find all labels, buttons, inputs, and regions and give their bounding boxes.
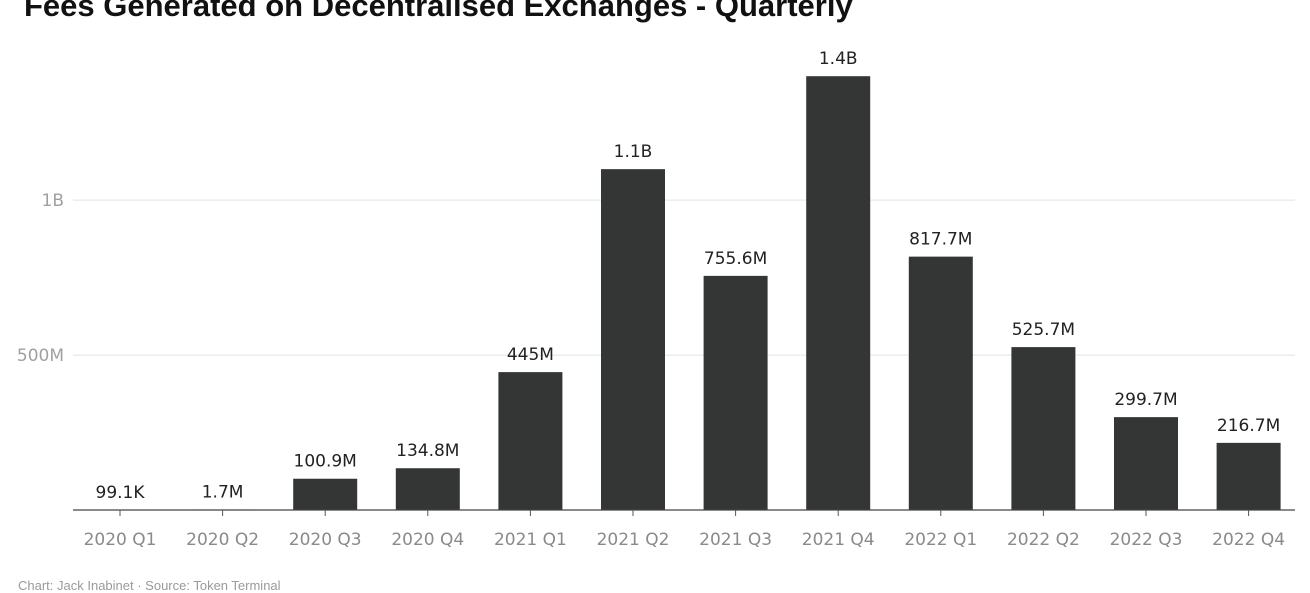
- x-axis: 2020 Q1 2020 Q2 2020 Q3 2020 Q4 2021 Q1 2021 …: [73, 510, 1295, 550]
- x-tick-label: 2022 Q4: [1212, 530, 1285, 550]
- x-tick-label: 2020 Q4: [391, 530, 464, 550]
- x-tick-label: 2021 Q3: [699, 530, 772, 550]
- data-label: 1.4B: [819, 49, 858, 69]
- x-tick-label: 2020 Q1: [84, 530, 157, 550]
- bar: [704, 276, 768, 510]
- x-tick-label: 2021 Q1: [494, 530, 567, 550]
- bar: [1217, 443, 1281, 510]
- data-labels: 99.1K 1.7M 100.9M 134.8M 445M 1.1B 755.6M 1.4B 8…: [96, 49, 1281, 503]
- data-label: 100.9M: [294, 452, 357, 472]
- bar: [498, 372, 562, 510]
- bar: [806, 76, 870, 510]
- data-label: 1.7M: [202, 482, 244, 502]
- data-label: 817.7M: [909, 230, 972, 250]
- data-label: 134.8M: [396, 441, 459, 461]
- bar: [1114, 417, 1178, 510]
- bar: [601, 169, 665, 510]
- data-label: 755.6M: [704, 249, 767, 269]
- bar: [909, 257, 973, 510]
- data-label: 299.7M: [1114, 390, 1177, 410]
- data-label: 445M: [507, 345, 554, 365]
- bars: [88, 76, 1281, 510]
- y-tick-label: 1B: [42, 191, 64, 211]
- chart-footer: Chart: Jack Inabinet · Source: Token Ter…: [18, 578, 281, 593]
- x-tick-label: 2022 Q3: [1110, 530, 1183, 550]
- x-tick-label: 2021 Q2: [597, 530, 670, 550]
- bar: [396, 468, 460, 510]
- data-label: 216.7M: [1217, 416, 1280, 436]
- bar: [293, 479, 357, 510]
- x-tick-label: 2022 Q1: [904, 530, 977, 550]
- bar: [1011, 347, 1075, 510]
- x-tick-label: 2020 Q2: [186, 530, 259, 550]
- x-tick-label: 2022 Q2: [1007, 530, 1080, 550]
- x-tick-label: 2020 Q3: [289, 530, 362, 550]
- data-label: 525.7M: [1012, 320, 1075, 340]
- x-tick-label: 2021 Q4: [802, 530, 875, 550]
- y-tick-label: 500M: [17, 346, 64, 366]
- data-label: 1.1B: [614, 142, 653, 162]
- data-label: 99.1K: [96, 483, 146, 503]
